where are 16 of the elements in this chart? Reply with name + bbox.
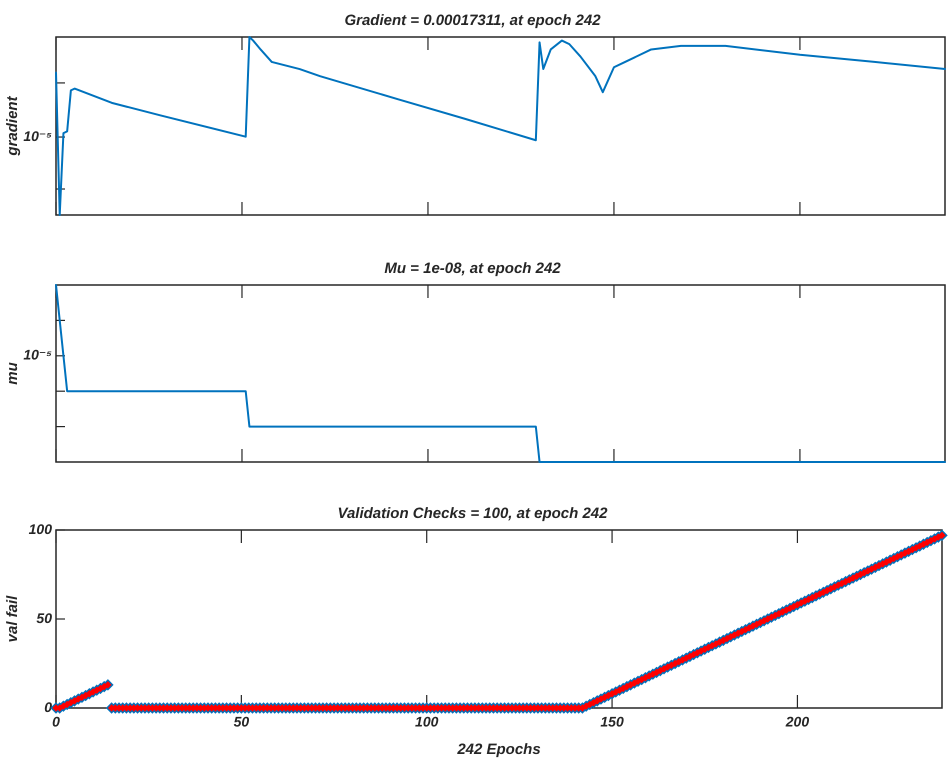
x-tick-label: 200 bbox=[784, 713, 810, 730]
x-axis-title: 242 Epochs bbox=[456, 741, 541, 758]
chart-title: Validation Checks = 100, at epoch 242 bbox=[338, 505, 608, 522]
x-tick-label: 150 bbox=[600, 713, 624, 730]
y-tick-label: 0 bbox=[44, 698, 52, 715]
x-tick-label: 50 bbox=[234, 713, 250, 730]
chart-title: Mu = 1e-08, at epoch 242 bbox=[384, 260, 562, 278]
y-tick-label: 50 bbox=[36, 610, 52, 626]
y-axis-title: mu bbox=[4, 362, 22, 385]
text: 10⁻⁵ bbox=[23, 128, 52, 144]
chart-title: Gradient = 0.00017311, at epoch 242 bbox=[344, 12, 602, 30]
text: 10⁻⁵ bbox=[23, 346, 52, 363]
y-tick-label: 100 bbox=[28, 520, 52, 537]
y-axis-title: val fail bbox=[4, 594, 22, 642]
x-tick-label: 100 bbox=[415, 713, 439, 730]
y-axis-title: gradient bbox=[4, 95, 22, 157]
